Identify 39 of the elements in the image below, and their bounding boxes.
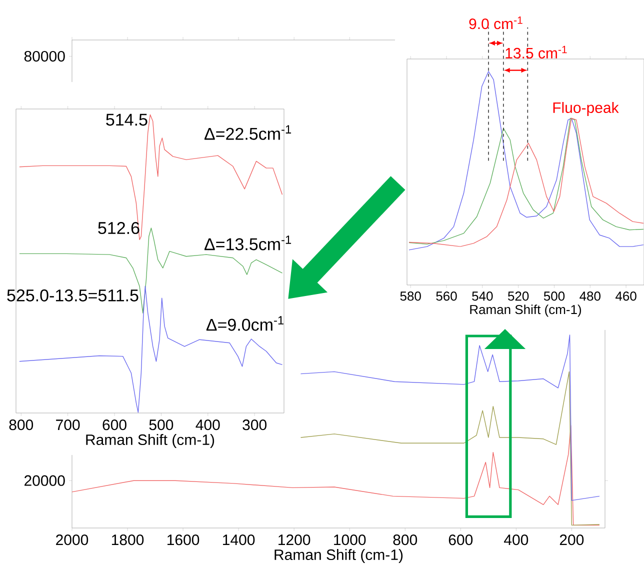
annotation: Fluo-peak [553,102,619,116]
x-tick-label: 500 [544,292,565,301]
x-tick-label: 800 [393,534,418,546]
x-axis-title: Raman Shift (cm-1) [274,549,403,563]
x-tick-label: 1600 [168,534,200,546]
annotation: 525.0-13.5=511.5 [7,289,138,302]
annotation: Δ=22.5cm$^{-1}$ [204,125,292,140]
x-tick-label: 1400 [223,534,255,546]
x-tick-label: 1800 [112,534,144,546]
line-series [300,371,600,526]
x-tick-label: 300 [242,420,266,430]
annotation: 13.5 cm$^{-1}$ [506,46,567,59]
x-tick-label: 700 [56,420,80,430]
x-tick-label: 200 [560,534,584,546]
annotation: Δ=13.5cm$^{-1}$ [204,236,292,250]
x-tick-label: 800 [9,420,34,430]
x-tick-label: 500 [149,420,174,430]
x-tick-label: 460 [616,292,636,301]
x-tick-label: 2000 [56,534,88,546]
x-tick-label: 1000 [334,534,366,546]
x-axis-title: Raman Shift (cm-1) [86,434,214,448]
x-tick-label: 600 [102,420,126,430]
x-tick-label: 580 [400,292,421,301]
x-tick-label: 540 [472,292,493,301]
x-tick-label: 520 [508,292,529,301]
x-tick-label: 480 [580,292,600,301]
annotation: Δ=9.0cm$^{-1}$ [206,316,284,331]
x-tick-label: 400 [504,534,528,546]
text: 9.0 cm$^{-1}$ [469,16,522,30]
y-tick-label: 80000 [24,50,65,62]
annotation: 514.5 [106,114,148,126]
annotation: 512.6 [98,222,140,234]
x-tick-label: 560 [436,292,457,301]
y-tick-label: 20000 [24,475,65,486]
x-axis-title: Raman Shift (cm-1) [470,304,582,317]
line-series [300,334,600,501]
x-tick-label: 400 [196,420,220,430]
x-tick-label: 600 [448,534,473,546]
x-tick-label: 1200 [278,534,310,546]
